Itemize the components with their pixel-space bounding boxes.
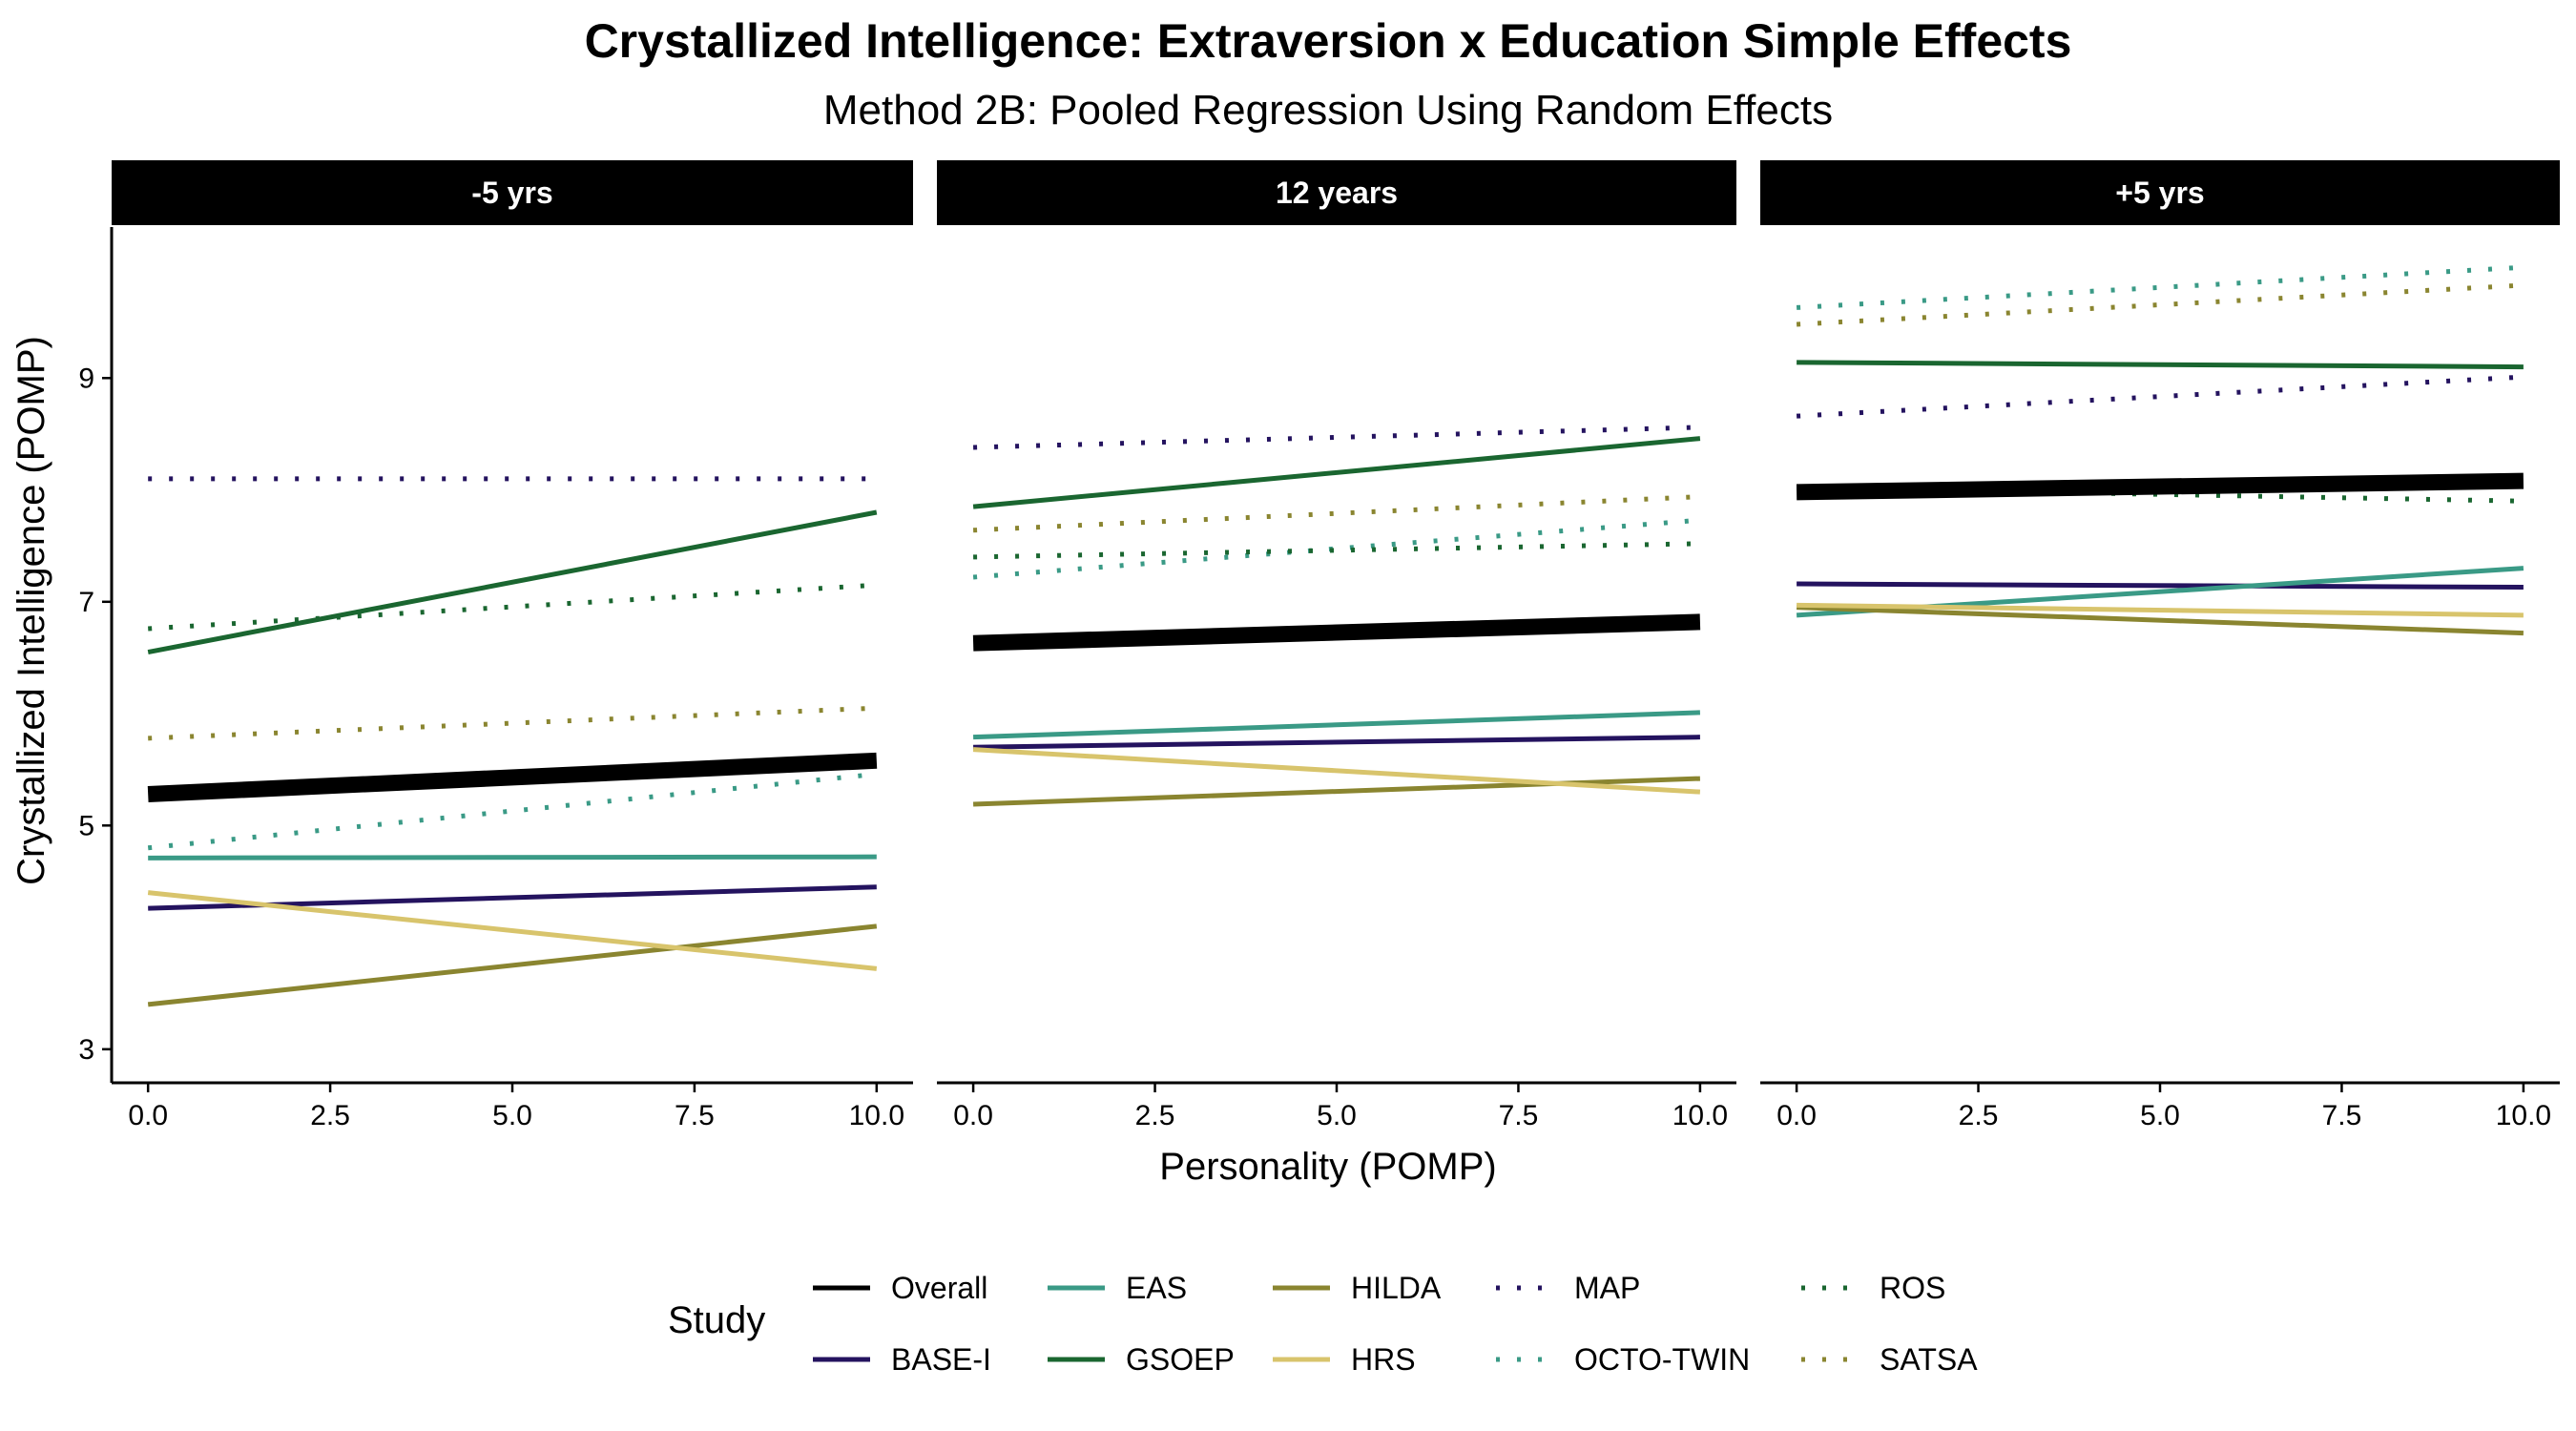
facet-panel: +5 yrs 0.0 2.5 5.0 7.5 10.0	[1760, 160, 2560, 1131]
legend-item: ROS	[1801, 1271, 1945, 1305]
facet-panel: 12 years 0.0 2.5 5.0 7.5 10.0	[937, 160, 1736, 1131]
facet-strip	[1760, 160, 2560, 225]
series-line-octo-twin	[972, 517, 1701, 580]
x-tick-label: 0.0	[1776, 1100, 1817, 1131]
series-line-hilda	[1797, 605, 2524, 636]
legend-item: GSOEP	[1048, 1342, 1235, 1377]
series-line-eas	[973, 710, 1700, 740]
y-tick-label: 5	[78, 810, 94, 841]
series-line-eas	[148, 854, 877, 861]
series-line-hrs	[1797, 602, 2524, 618]
x-tick-label: 7.5	[675, 1100, 715, 1131]
chart-subtitle: Method 2B: Pooled Regression Using Rando…	[823, 87, 1833, 134]
legend-item: Overall	[813, 1271, 987, 1305]
series-line-hilda	[147, 923, 878, 1007]
y-tick-label: 7	[78, 587, 94, 618]
series-line-octo-twin	[1796, 264, 2524, 310]
x-tick-label: 0.0	[128, 1100, 168, 1131]
legend-label: EAS	[1126, 1271, 1187, 1305]
series-line-gsoep	[972, 436, 1701, 509]
series-line-hrs	[972, 747, 1701, 795]
facet-panel: -5 yrs 0.0 2.5 5.0 7.5 10.0 3 5 7 9	[78, 160, 913, 1131]
y-axis-title: Crystallized Intelligence (POMP)	[10, 336, 52, 885]
series-line-gsoep	[147, 509, 878, 655]
x-tick-label: 5.0	[492, 1100, 532, 1131]
x-tick-label: 0.0	[953, 1100, 993, 1131]
x-tick-label: 10.0	[1672, 1100, 1728, 1131]
series-line-hilda	[973, 776, 1700, 807]
series-line-satsa	[972, 494, 1701, 533]
legend-label: SATSA	[1880, 1342, 1978, 1377]
chart-title: Crystallized Intelligence: Extraversion …	[585, 14, 2072, 68]
legend-label: ROS	[1880, 1271, 1945, 1305]
facet-strip-label: 12 years	[1276, 176, 1398, 210]
legend-item: SATSA	[1801, 1342, 1978, 1377]
legend-item: BASE-I	[813, 1342, 991, 1377]
y-tick-label: 3	[78, 1034, 94, 1066]
x-tick-label: 10.0	[849, 1100, 904, 1131]
legend-label: MAP	[1574, 1271, 1640, 1305]
series-line-overall	[1796, 472, 2524, 501]
x-tick-label: 10.0	[2496, 1100, 2551, 1131]
legend-label: HRS	[1351, 1342, 1416, 1377]
x-tick-label: 2.5	[1135, 1100, 1175, 1131]
series-line-ros	[973, 541, 1700, 560]
legend-label: GSOEP	[1126, 1342, 1235, 1377]
series-line-octo-twin	[147, 771, 878, 851]
series-line-overall	[972, 613, 1701, 652]
series-line-base-i	[1797, 581, 2524, 591]
series-line-base-i	[973, 735, 1700, 750]
series-line-overall	[147, 752, 878, 802]
x-tick-label: 5.0	[1317, 1100, 1357, 1131]
legend-label: OCTO-TWIN	[1574, 1342, 1750, 1377]
x-tick-label: 7.5	[1499, 1100, 1539, 1131]
series-line-gsoep	[1797, 360, 2524, 370]
x-tick-label: 7.5	[2322, 1100, 2362, 1131]
y-tick-label: 9	[78, 363, 94, 394]
series-line-map	[1796, 374, 2524, 419]
x-axis-title: Personality (POMP)	[1159, 1146, 1496, 1188]
legend-label: BASE-I	[891, 1342, 991, 1377]
series-line-satsa	[1796, 282, 2524, 327]
legend-item: EAS	[1048, 1271, 1187, 1305]
facet-strip-label: +5 yrs	[2115, 176, 2204, 210]
facet-strip-label: -5 yrs	[471, 176, 552, 210]
legend-item: OCTO-TWIN	[1496, 1342, 1750, 1377]
facet-strip	[112, 160, 913, 225]
panels: -5 yrs 0.0 2.5 5.0 7.5 10.0 3 5 7 9 12 years 0.0 2.5…	[78, 160, 2560, 1131]
x-tick-label: 5.0	[2140, 1100, 2180, 1131]
legend-item: HRS	[1273, 1342, 1416, 1377]
legend-title: Study	[668, 1299, 765, 1341]
facet-strip	[937, 160, 1736, 225]
legend-label: HILDA	[1351, 1271, 1442, 1305]
legend-item: MAP	[1496, 1271, 1640, 1305]
legend-label: Overall	[891, 1271, 987, 1305]
legend-item: HILDA	[1273, 1271, 1442, 1305]
series-line-hrs	[147, 890, 878, 971]
legend: Study Overall BASE-I EAS GSOEP HILDA HRS MAP OC…	[668, 1271, 1978, 1377]
x-tick-label: 2.5	[310, 1100, 350, 1131]
series-line-map	[973, 425, 1700, 450]
series-line-satsa	[148, 705, 877, 741]
x-tick-label: 2.5	[1959, 1100, 1999, 1131]
series-line-ros	[148, 582, 877, 632]
